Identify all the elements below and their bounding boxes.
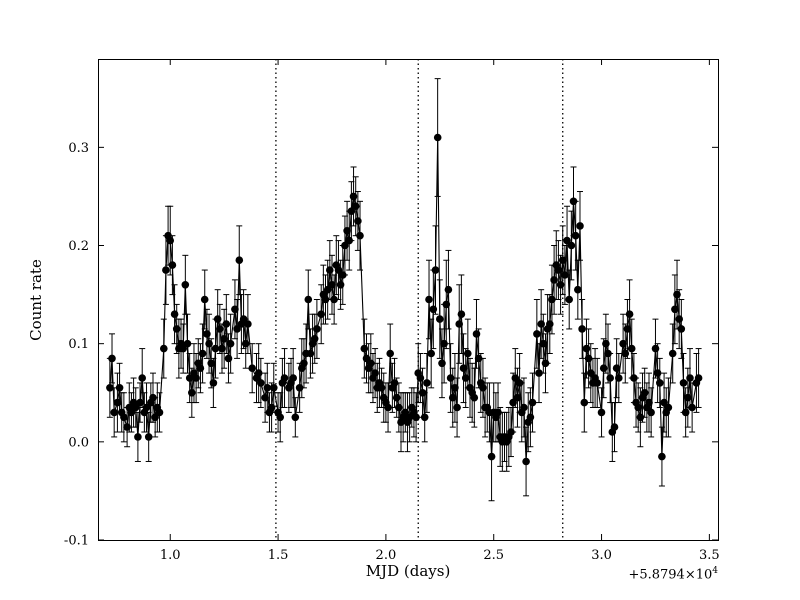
y-tick-label: 0.3	[68, 141, 89, 156]
x-axis-label: MJD (days)	[365, 562, 451, 580]
x-tick-label: 1.0	[160, 548, 181, 563]
y-tick-label: 0.0	[68, 435, 89, 450]
x-axis-offset-text: +5.8794×104	[628, 566, 718, 582]
y-tick-label: 0.1	[68, 337, 89, 352]
data-points	[106, 133, 703, 466]
x-tick-label: 3.5	[699, 548, 720, 563]
offset-prefix: +5.8794×10	[628, 567, 713, 583]
x-tick-label: 2.5	[483, 548, 504, 563]
y-tick-label: 0.2	[68, 239, 89, 254]
x-tick-label: 1.5	[268, 548, 289, 563]
offset-exponent: 4	[712, 566, 718, 576]
y-tick-label: -0.1	[64, 534, 89, 549]
y-axis-label: Count rate	[27, 259, 45, 341]
vertical-marker-lines	[275, 59, 564, 540]
tick-labels: 1.0 1.5 2.0 2.5 3.0 3.5 -0.1 0.0 0.1 0.2 0.3	[64, 141, 720, 563]
error-bars	[106, 78, 702, 502]
axes-frame	[98, 59, 719, 541]
x-tick-label: 3.0	[591, 548, 612, 563]
x-tick-label: 2.0	[376, 548, 397, 563]
axis-ticks	[98, 59, 718, 541]
